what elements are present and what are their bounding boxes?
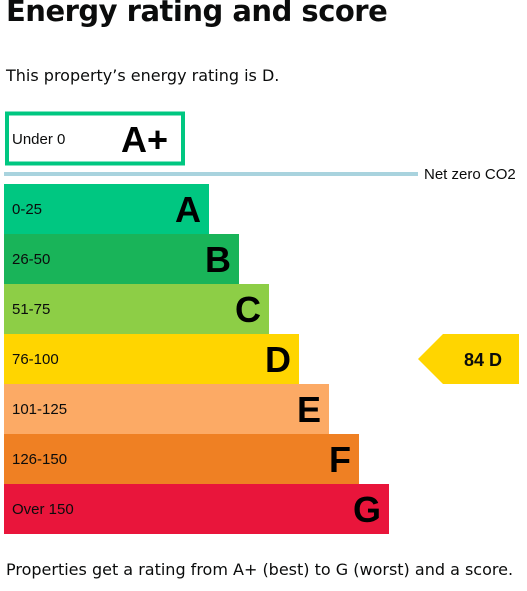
band-range-label: 0-25 xyxy=(12,201,42,218)
rating-explanation: Properties get a rating from A+ (best) t… xyxy=(6,560,514,579)
current-rating-label: 84 D xyxy=(464,350,502,370)
net-zero-label: Net zero CO2 xyxy=(424,166,516,183)
band-letter-label: A xyxy=(175,189,201,230)
band-letter-label: G xyxy=(353,489,381,530)
band-f-bar xyxy=(4,434,359,484)
page-title: Energy rating and score xyxy=(6,0,388,28)
band-b-bar xyxy=(4,234,239,284)
band-letter-label: F xyxy=(329,439,351,480)
band-letter-label: E xyxy=(297,389,321,430)
band-letter-label: D xyxy=(265,339,291,380)
band-letter-label: B xyxy=(205,239,231,280)
band-a-plus-bar xyxy=(5,111,185,166)
band-d-bar xyxy=(4,334,299,384)
band-c-bar xyxy=(4,284,269,334)
band-range-label: Over 150 xyxy=(12,501,74,518)
current-rating-arrow xyxy=(418,334,519,384)
band-range-label: 51-75 xyxy=(12,301,50,318)
band-e-bar xyxy=(4,384,329,434)
band-range-label: 26-50 xyxy=(12,251,50,268)
band-g-bar xyxy=(4,484,389,534)
band-letter-label: A+ xyxy=(121,119,168,160)
rating-summary: This property’s energy rating is D. xyxy=(6,66,280,85)
band-range-label: 101-125 xyxy=(12,401,67,418)
band-letter-label: C xyxy=(235,289,261,330)
band-range-label: 76-100 xyxy=(12,351,59,368)
band-range-label: Under 0 xyxy=(12,131,65,148)
band-range-label: 126-150 xyxy=(12,451,67,468)
band-a-bar xyxy=(4,184,209,234)
